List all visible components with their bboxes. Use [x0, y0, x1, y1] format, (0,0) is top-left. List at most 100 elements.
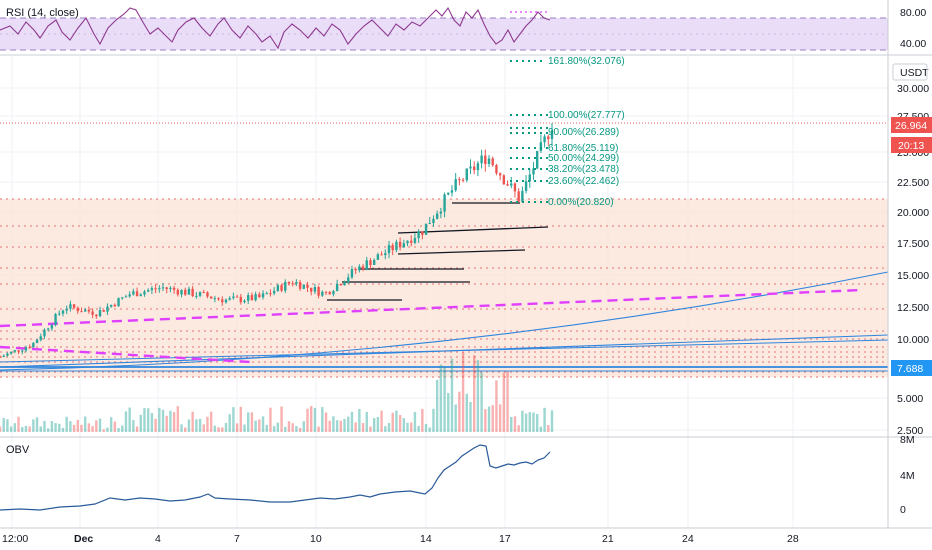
fib-label-382: 38.20%(23.478) [548, 164, 619, 175]
volume-bar [365, 411, 368, 432]
marked-price-tag[interactable] [891, 360, 932, 376]
volume-bar [406, 422, 409, 432]
candle-body [432, 218, 435, 224]
volume-bar [72, 424, 76, 432]
volume-bar [461, 352, 465, 432]
candle-body [461, 179, 465, 181]
volume-bar [84, 416, 87, 432]
candle-body [435, 213, 439, 219]
volume-bar [180, 424, 183, 432]
candle-body [50, 324, 54, 329]
candle-body [365, 260, 368, 270]
price-tick-225: 22.500 [897, 177, 929, 189]
volume-bar [328, 420, 331, 432]
volume-bar [76, 419, 79, 432]
candle-body [473, 166, 476, 171]
candle-body [547, 136, 550, 140]
candle-body [132, 291, 135, 295]
candle-body [150, 288, 154, 291]
candle-body [421, 231, 424, 235]
candle-body [291, 283, 294, 285]
candle-body [535, 150, 539, 169]
price-candles [0, 123, 554, 358]
volume-bar [209, 411, 213, 432]
volume-bar [235, 423, 239, 432]
volume-bar [132, 420, 135, 432]
volume-bar [258, 419, 261, 432]
volume-bar [532, 412, 535, 432]
candle-body [498, 173, 502, 176]
time-axis[interactable]: 12:00 Dec 4 7 10 14 17 21 24 28 [2, 533, 799, 545]
volume-bar [395, 410, 398, 432]
volume-bar [465, 393, 468, 432]
candle-body [491, 158, 494, 166]
candle-body [143, 291, 146, 295]
candle-body [221, 299, 224, 303]
volume-bar [146, 408, 150, 432]
candle-body [410, 240, 413, 243]
volume-bar [547, 425, 550, 432]
volume-bar [295, 425, 298, 432]
volume-bar [143, 408, 146, 432]
obv-tick-0: 0 [900, 504, 906, 516]
marked-price-value: 7.688 [897, 363, 923, 375]
candle-body [324, 291, 328, 293]
candle-body [198, 292, 202, 296]
obv-tick-4m: 4M [900, 470, 915, 482]
volume-bar [17, 416, 20, 432]
volume-bar [380, 410, 383, 432]
candle-body [158, 288, 161, 290]
candle-body [502, 175, 506, 185]
candle-body [224, 299, 228, 303]
candle-body [532, 168, 535, 175]
volume-bar [428, 427, 431, 432]
volume-bar [495, 380, 498, 432]
volume-bar [324, 412, 328, 432]
candle-body [135, 291, 139, 297]
volume-bar [432, 408, 435, 432]
volume-bar [13, 423, 17, 432]
candle-body [239, 296, 243, 303]
time-tick-28: 28 [787, 533, 799, 545]
volume-bar [543, 407, 546, 432]
volume-bar [224, 422, 228, 432]
obv-title: OBV [6, 444, 30, 456]
candle-body [424, 223, 428, 235]
candle-body [309, 287, 313, 292]
volume-bar [128, 407, 131, 432]
volume-bar [524, 413, 528, 432]
volume-bar [424, 423, 428, 432]
candle-body [28, 347, 31, 349]
candle-body [476, 163, 480, 171]
price-tick-30: 30.000 [897, 83, 929, 95]
candle-body [376, 254, 380, 260]
volume-bar [250, 412, 254, 432]
candle-body [180, 289, 183, 295]
volume-bar [39, 426, 42, 432]
volume-bar [421, 408, 424, 432]
candle-body [76, 307, 79, 312]
volume-bar [291, 423, 294, 432]
last-price-tag[interactable] [891, 117, 932, 133]
candle-body [417, 231, 420, 239]
obv-tick-8m: 8M [900, 434, 915, 446]
candle-body [169, 287, 172, 289]
volume-bar [517, 425, 520, 432]
candle-body [228, 298, 231, 300]
candle-body [317, 287, 320, 296]
volume-bar [443, 366, 446, 432]
candle-body [543, 136, 546, 143]
candle-body [384, 253, 387, 256]
candle-body [128, 294, 131, 297]
candle-body [398, 241, 402, 248]
time-tick-dec: Dec [74, 533, 93, 545]
time-tick-14: 14 [420, 533, 432, 545]
candle-body [247, 295, 250, 301]
fib-label-1618: 161.80%(32.076) [548, 56, 625, 67]
volume-bar [69, 421, 72, 432]
volume-bar [109, 417, 113, 432]
volume-bar [91, 426, 94, 432]
fib-label-0: 0.00%(20.820) [548, 197, 614, 208]
volume-bar [402, 418, 406, 432]
